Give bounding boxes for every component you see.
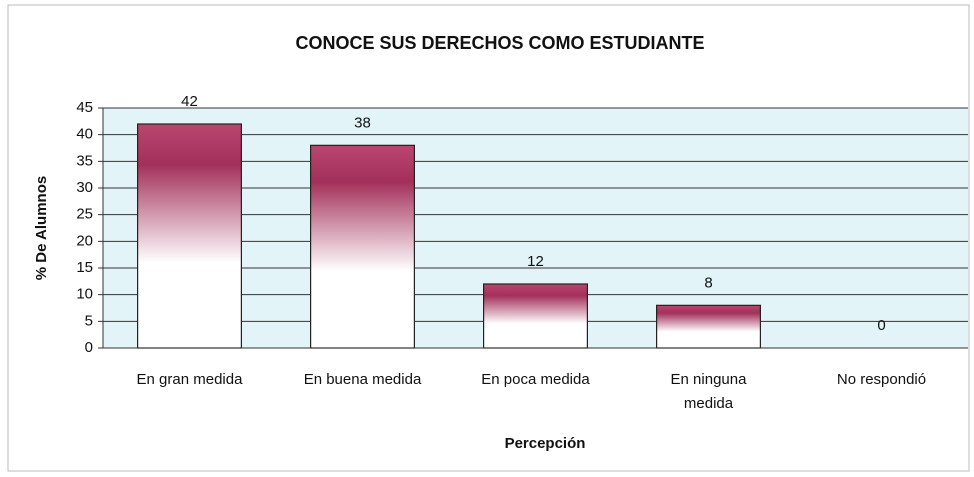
value-label: 0 bbox=[877, 317, 885, 334]
y-tick-label: 35 bbox=[76, 152, 93, 169]
x-tick-label: No respondió bbox=[837, 371, 926, 388]
bar bbox=[310, 144, 416, 349]
value-label: 42 bbox=[181, 93, 198, 110]
y-tick-label: 25 bbox=[76, 206, 93, 223]
y-tick-label: 10 bbox=[76, 286, 93, 303]
x-tick-label: En gran medida bbox=[137, 371, 244, 388]
y-tick-label: 0 bbox=[85, 339, 93, 356]
x-tick-label: En ninguna medida bbox=[671, 371, 748, 412]
bar bbox=[655, 304, 761, 349]
value-label: 12 bbox=[527, 253, 544, 270]
x-tick-label: En buena medida bbox=[304, 371, 422, 388]
chart-title: CONOCE SUS DERECHOS COMO ESTUDIANTE bbox=[295, 33, 704, 53]
y-tick-label: 5 bbox=[85, 312, 93, 329]
x-tick-label: En poca medida bbox=[481, 371, 590, 388]
bar bbox=[137, 123, 243, 349]
y-tick-label: 30 bbox=[76, 179, 93, 196]
y-tick-label: 15 bbox=[76, 259, 93, 276]
y-tick-label: 45 bbox=[76, 99, 93, 116]
y-tick-label: 40 bbox=[76, 126, 93, 143]
value-label: 8 bbox=[704, 274, 712, 291]
x-axis-title: Percepción bbox=[505, 435, 586, 452]
value-label: 38 bbox=[354, 114, 371, 131]
bar bbox=[483, 283, 589, 349]
y-tick-label: 20 bbox=[76, 232, 93, 249]
y-axis-title: % De Alumnos bbox=[33, 176, 50, 280]
